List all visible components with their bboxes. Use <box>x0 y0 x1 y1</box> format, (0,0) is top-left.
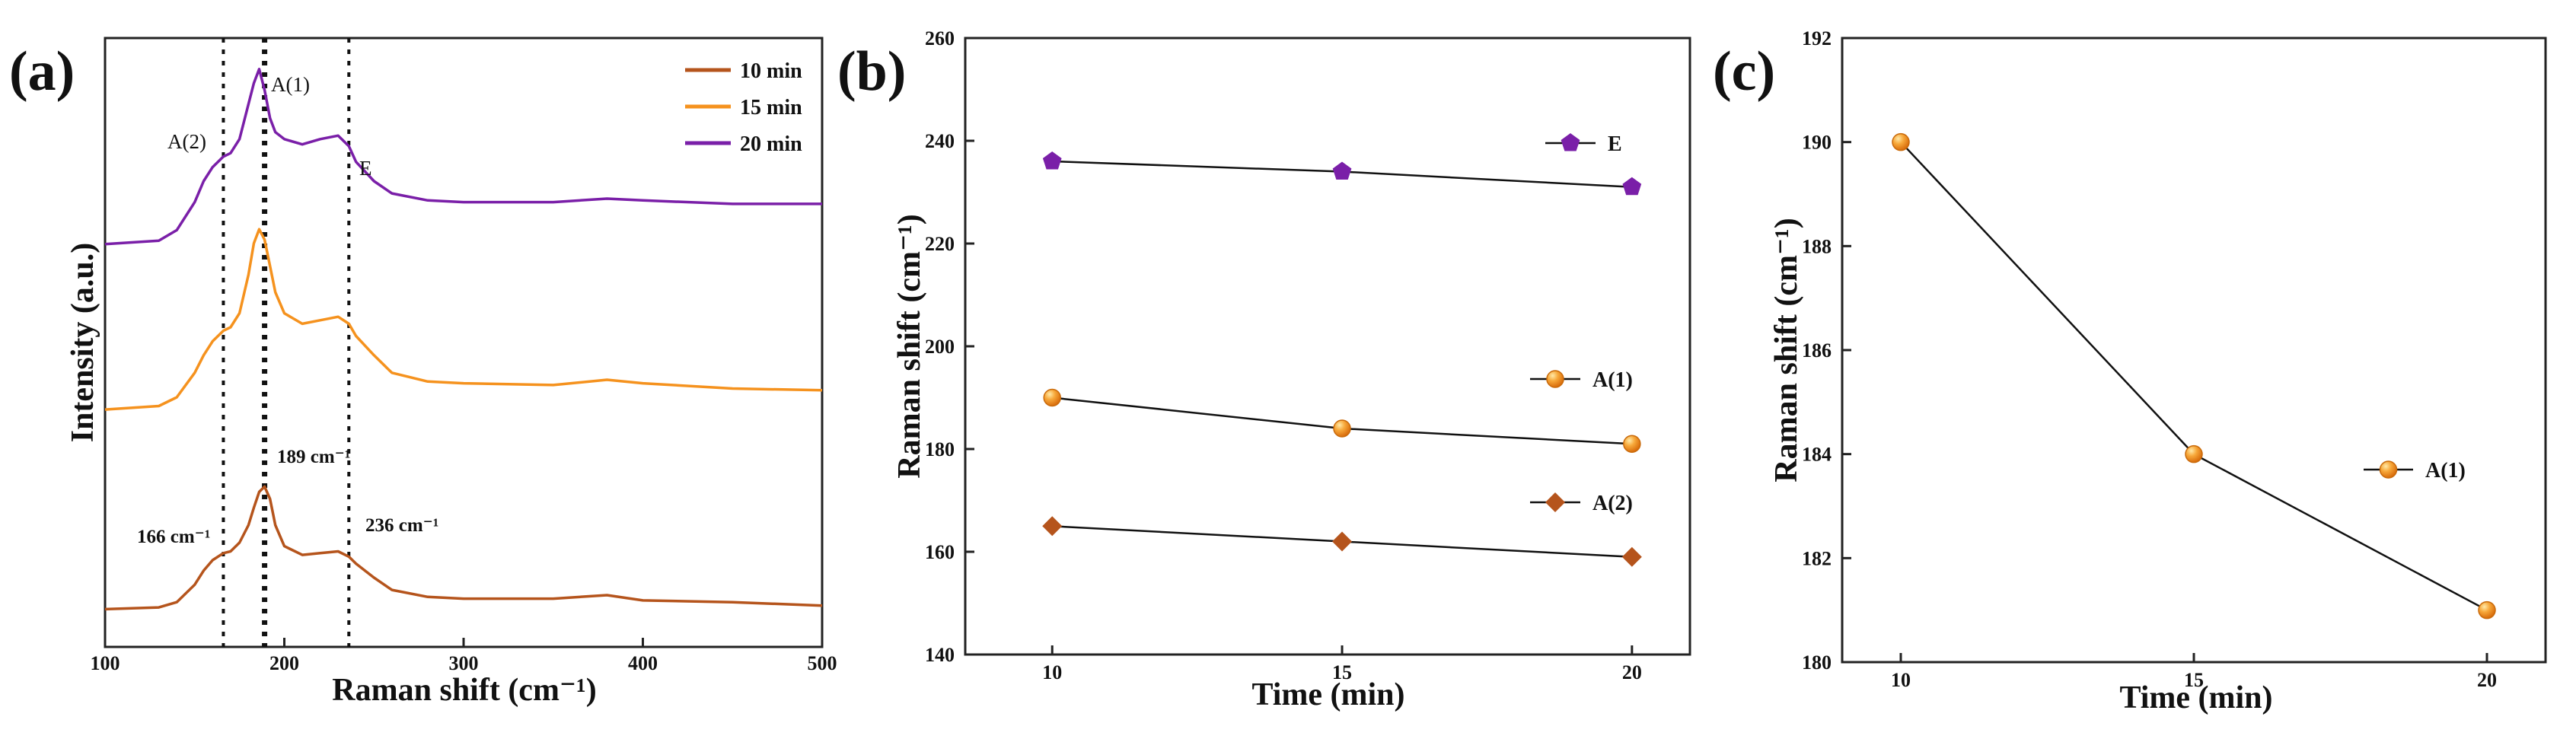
point-e-10 <box>1042 151 1062 170</box>
spectrum-20-min <box>104 68 822 246</box>
panel-c: (c) 180 182 184 186 188 190 192 10 15 20 Time (mi… <box>1713 27 2547 715</box>
x-tick-label-a-100: 100 <box>91 652 120 674</box>
plot-b-series <box>1042 151 1642 567</box>
x-tick-label-2-20: 20 <box>2477 669 2497 691</box>
plot-c-x-axis-title: Time (min) <box>2119 680 2272 715</box>
x-tick-label-a-200: 200 <box>269 652 299 674</box>
y-tick-label-1-260: 260 <box>925 27 955 49</box>
legend-c-a1-label: A(1) <box>2425 459 2466 483</box>
y-tick-label-1-140: 140 <box>925 644 955 666</box>
point-a1-20 <box>2478 600 2496 620</box>
plot-c-frame <box>1841 37 2547 664</box>
y-tick-label-2-188: 188 <box>1802 235 1832 257</box>
panel-c-label: (c) <box>1713 40 1775 103</box>
point-a2-10 <box>1042 516 1063 537</box>
legend-a-10min-label: 10 min <box>740 59 802 83</box>
legend-marker-a1 <box>1546 370 1564 388</box>
plot-b-x-axis-title: Time (min) <box>1251 677 1404 712</box>
panel-b: (b) 140 160 180 200 220 240 260 10 15 20 Time (mi… <box>837 27 1691 712</box>
plot-a-x-ticks: 100 200 300 400 500 <box>91 638 837 674</box>
legend-a-20min-label: 20 min <box>740 132 802 156</box>
plot-a-curves <box>104 68 823 611</box>
x-tick-label-2-15: 15 <box>2184 669 2204 691</box>
y-tick-label-2-186: 186 <box>1802 339 1832 362</box>
point-a1-20 <box>1623 435 1641 453</box>
annotation-pos-236: 236 cm⁻¹ <box>365 515 438 536</box>
y-tick-label-1-200: 200 <box>925 336 955 358</box>
x-tick-label-2-10: 10 <box>1891 669 1911 691</box>
x-tick-label-1-20: 20 <box>1622 661 1642 683</box>
point-a1-10 <box>1892 132 1910 151</box>
y-tick-label-2-180: 180 <box>1802 651 1832 674</box>
x-tick-label-1-10: 10 <box>1042 661 1062 683</box>
y-tick-label-1-160: 160 <box>925 541 955 563</box>
y-tick-label-2-182: 182 <box>1802 547 1832 569</box>
y-tick-label-2-192: 192 <box>1802 27 1832 49</box>
point-a1-15 <box>1333 419 1351 438</box>
annotation-peak-a1: A(1) <box>271 73 310 96</box>
spectrum-10-min <box>104 485 823 611</box>
y-tick-label-2-190: 190 <box>1802 132 1832 154</box>
legend-marker-a2 <box>1545 492 1565 512</box>
annotation-pos-189: 189 cm⁻¹ <box>277 447 350 467</box>
plot-b-legend: E A(1) A(2) <box>1530 132 1633 515</box>
plot-b-ticks: 140 160 180 200 220 240 260 10 15 20 <box>925 27 1642 683</box>
y-tick-label-1-220: 220 <box>925 233 955 255</box>
panel-a: (a) 100 200 300 400 500 Raman shift (cm⁻¹) I… <box>9 37 837 708</box>
annotation-peak-a2: A(2) <box>167 130 206 153</box>
point-a1-15 <box>2185 444 2203 463</box>
plot-b-frame <box>964 37 1691 656</box>
legend-b-e-label: E <box>1608 132 1622 156</box>
plot-a-legend: 10 min 15 min 20 min <box>685 59 802 156</box>
x-tick-label-a-400: 400 <box>628 652 658 674</box>
legend-marker-e <box>1561 133 1580 151</box>
plot-c-series <box>1892 132 2496 620</box>
legend-b-a2-label: A(2) <box>1592 492 1633 515</box>
x-tick-label-1-15: 15 <box>1332 661 1352 683</box>
point-a2-20 <box>1621 546 1642 567</box>
series-line-a1 <box>1900 141 2488 611</box>
x-tick-label-a-500: 500 <box>808 652 837 674</box>
panel-a-label: (a) <box>9 40 75 103</box>
plot-a-y-axis-title: Intensity (a.u.) <box>65 243 100 443</box>
point-e-15 <box>1332 161 1352 180</box>
x-tick-label-a-300: 300 <box>449 652 479 674</box>
plot-c-ticks: 180 182 184 186 188 190 192 10 15 20 <box>1802 27 2497 691</box>
y-tick-label-1-240: 240 <box>925 130 955 152</box>
legend-b-a1-label: A(1) <box>1592 368 1633 392</box>
point-a1-10 <box>1043 388 1061 407</box>
y-tick-label-2-184: 184 <box>1802 444 1832 466</box>
plot-c-y-axis-title: Raman shift (cm⁻¹) <box>1769 218 1804 482</box>
point-e-20 <box>1622 177 1642 196</box>
y-tick-label-1-180: 180 <box>925 438 955 460</box>
point-a2-15 <box>1332 531 1353 552</box>
panel-b-label: (b) <box>837 40 906 103</box>
plot-a-x-axis-title: Raman shift (cm⁻¹) <box>332 673 596 708</box>
plot-c-legend: A(1) <box>2364 459 2466 483</box>
annotation-peak-e: E <box>359 157 372 180</box>
legend-marker-a1 <box>2379 460 2398 479</box>
annotation-pos-166: 166 cm⁻¹ <box>137 527 210 547</box>
plot-b-y-axis-title: Raman shift (cm⁻¹) <box>892 214 927 478</box>
legend-a-15min-label: 15 min <box>740 96 802 119</box>
spectrum-15-min <box>104 228 823 411</box>
